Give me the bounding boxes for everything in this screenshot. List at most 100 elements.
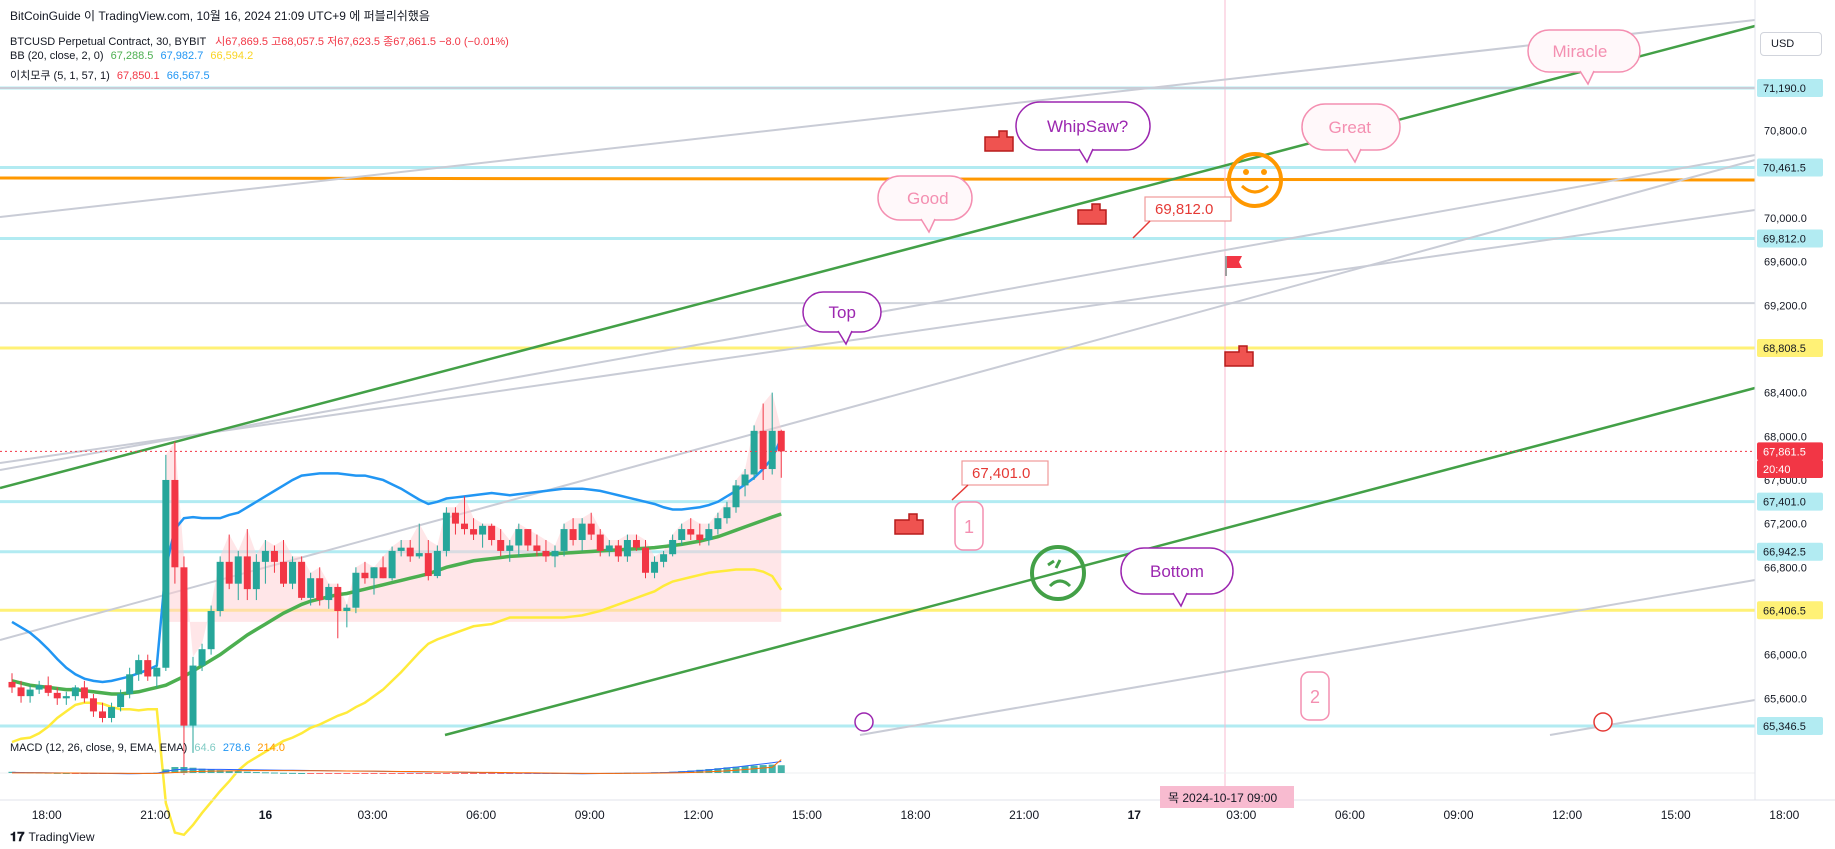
ohlc-values: 시67,869.5 고68,057.5 저67,623.5 종67,861.5 … (215, 36, 509, 48)
price-label-box (1757, 460, 1823, 479)
smile-eye-icon (1243, 169, 1249, 175)
macd-line-value: 278.6 (222, 742, 251, 754)
candle-body (17, 687, 25, 697)
candle-body (180, 567, 188, 726)
macd-bar (759, 765, 767, 773)
symbol-name[interactable]: BTCUSD Perpetual Contract, 30, BYBIT (10, 36, 207, 48)
price-label: 70,461.5 (1763, 163, 1806, 175)
us-flag-event-icon (1593, 712, 1613, 732)
x-tick-label: 09:00 (575, 808, 605, 822)
candle-body (153, 667, 161, 677)
candle-body (433, 550, 441, 577)
bubble-whipsaw-tail (1078, 148, 1094, 164)
candle-body (596, 534, 604, 551)
macd-bar (298, 773, 306, 774)
candle-body (144, 660, 152, 677)
bb-upper-value: 67,982.7 (160, 50, 204, 62)
y-tick-label: 66,800.0 (1764, 562, 1807, 574)
currency-button[interactable]: USD (1760, 32, 1822, 56)
trendline-gray-5 (1549, 699, 1756, 736)
candle-body (280, 561, 287, 584)
red-flag-icon (1227, 256, 1242, 268)
candle-body (343, 607, 351, 611)
candle-body (316, 578, 324, 601)
bb-mid-value: 67,288.5 (110, 50, 154, 62)
candle-body (99, 711, 106, 718)
x-tick-label: 12:00 (683, 808, 713, 822)
candle-body (587, 523, 595, 535)
macd-bar (352, 773, 360, 774)
candle-body (234, 556, 242, 584)
macd-bar (225, 770, 233, 773)
candle-body (415, 553, 423, 557)
price-label: 66,406.5 (1763, 605, 1806, 617)
candle-body (479, 525, 487, 535)
ichimoku-legend[interactable]: 이치모쿠 (5, 1, 57, 1) 67,850.1 66,567.5 (10, 67, 210, 83)
price-label: 66,942.5 (1763, 547, 1806, 559)
trendline-gray-4 (859, 579, 1756, 736)
macd-bar (470, 773, 478, 774)
macd-bar (316, 773, 324, 774)
macd-bar (243, 771, 251, 773)
candle-body (442, 512, 450, 551)
candle-body (252, 561, 260, 590)
candle-body (334, 586, 342, 611)
x-tick-label: 03:00 (1226, 808, 1256, 822)
candle-body (207, 610, 215, 650)
macd-bar (479, 773, 487, 774)
candle-body (488, 525, 496, 541)
macd-bar (307, 773, 315, 774)
macd-bar (379, 773, 387, 774)
hand-pointer-right-icon (1224, 345, 1254, 367)
candle-body (388, 550, 396, 579)
smile-eye-icon (1261, 169, 1267, 175)
candle-body (569, 529, 577, 541)
tradingview-brand[interactable]: 𝟏𝟕 TradingView (10, 829, 95, 845)
sad-face-icon (1030, 545, 1086, 601)
hand-pointer-purple-icon (984, 130, 1014, 152)
x-tick-label: 06:00 (1335, 808, 1365, 822)
macd-bar (370, 773, 378, 774)
candle-body (506, 545, 514, 551)
y-tick-label: 68,400.0 (1764, 388, 1807, 400)
price-label-box (1757, 542, 1823, 561)
candle-body (379, 567, 387, 579)
price-label: 67,861.5 (1763, 446, 1806, 458)
bubble-top-tail (837, 330, 853, 346)
candle-body (117, 693, 125, 708)
x-tick-label: 15:00 (792, 808, 822, 822)
candle-body (551, 550, 559, 557)
macd-legend[interactable]: MACD (12, 26, close, 9, EMA, EMA) 64.6 2… (10, 742, 285, 754)
bubble-good-label: Good (907, 189, 949, 208)
bb-label: BB (20, close, 2, 0) (10, 50, 104, 62)
candle-body (524, 529, 532, 546)
x-tick-label: 18:00 (1769, 808, 1799, 822)
price-label: 69,812.0 (1763, 233, 1806, 245)
trendline-gray-2 (0, 209, 1756, 464)
callout-67401-pointer (951, 484, 969, 501)
trendline-green-lower (444, 386, 1756, 737)
price-label-box (1757, 442, 1823, 461)
candle-body (397, 547, 405, 551)
macd-signal-line (12, 759, 782, 774)
bb-legend[interactable]: BB (20, close, 2, 0) 67,288.5 67,982.7 6… (10, 50, 253, 62)
macd-bar (343, 773, 351, 774)
y-tick-label: 65,600.0 (1764, 693, 1807, 705)
candles-group (8, 392, 785, 775)
candle-body (750, 430, 758, 475)
price-label-box (1757, 339, 1823, 358)
price-label: 71,190.0 (1763, 83, 1806, 95)
macd-bar (334, 773, 342, 774)
price-label: 67,401.0 (1763, 497, 1806, 509)
candle-body (26, 689, 34, 697)
hand-pointer-left-icon (894, 513, 924, 535)
macd-bar (361, 773, 369, 774)
y-tick-label: 70,000.0 (1764, 213, 1807, 225)
candle-body (35, 685, 43, 690)
macd-bar (415, 773, 423, 774)
bb-mid-line (11, 512, 782, 696)
bubble-great-label: Great (1329, 118, 1372, 137)
mark-1-label: 1 (964, 517, 974, 537)
